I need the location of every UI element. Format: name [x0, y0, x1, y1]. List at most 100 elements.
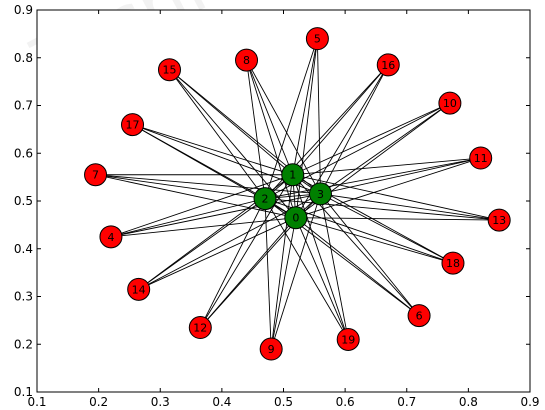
node-label-17: 17: [126, 119, 140, 132]
node-label-11: 11: [474, 152, 488, 165]
edge-2-5: [264, 38, 318, 199]
node-circle-12: [188, 316, 212, 340]
node-circle-4: [99, 225, 123, 249]
x-tick-label-0: 0.1: [27, 395, 46, 409]
node-7: 7: [84, 163, 108, 187]
node-circle-14: [127, 277, 151, 301]
node-10: 10: [438, 91, 462, 115]
edge-12-2: [199, 198, 266, 328]
node-label-5: 5: [314, 33, 321, 46]
y-tick-label-0: 0.1: [14, 385, 33, 399]
node-16: 16: [376, 53, 400, 77]
node-label-8: 8: [243, 54, 250, 67]
y-tick-label-3: 0.4: [14, 242, 33, 256]
edge-18-3: [320, 193, 454, 264]
node-circle-17: [121, 113, 145, 137]
edge-3-7: [95, 174, 321, 195]
node-11: 11: [469, 146, 493, 170]
node-circle-16: [376, 53, 400, 77]
axes-layer: 0.1 0.2 0.3 0.4 0.5 0.6 0.7 0.8 0.9 0.1 0.2 0.3 0.4 0…: [14, 3, 540, 409]
node-3: 3: [308, 182, 332, 206]
node-label-9: 9: [268, 343, 275, 356]
edge-1-15: [169, 69, 294, 176]
node-5: 5: [305, 27, 329, 51]
node-label-15: 15: [162, 64, 176, 77]
node-9: 9: [259, 337, 283, 361]
edge-14-2: [138, 198, 266, 290]
node-8: 8: [235, 48, 259, 72]
node-15: 15: [157, 58, 181, 82]
node-label-0: 0: [292, 212, 299, 225]
node-circle-6: [407, 304, 431, 328]
edge-11-3: [320, 157, 481, 195]
edge-1-13: [292, 174, 500, 221]
node-label-16: 16: [381, 59, 395, 72]
y-tick-label-5: 0.6: [14, 146, 33, 160]
node-label-2: 2: [262, 193, 269, 206]
node-14: 14: [127, 277, 151, 301]
node-circle-2: [253, 187, 277, 211]
edge-0-13: [295, 217, 500, 221]
y-tick-label-2: 0.3: [14, 290, 33, 304]
edge-15-2: [169, 69, 266, 199]
node-circle-8: [235, 48, 259, 72]
node-circle-11: [469, 146, 493, 170]
edge-3-5: [316, 38, 321, 194]
node-label-13: 13: [492, 214, 506, 227]
node-label-7: 7: [92, 169, 99, 182]
edge-1-10: [292, 102, 451, 176]
edge-1-16: [292, 64, 389, 176]
edge-1-9: [270, 174, 294, 350]
edge-3-8: [246, 59, 321, 195]
edge-2-7: [95, 174, 266, 200]
node-18: 18: [441, 251, 465, 275]
node-circle-15: [157, 58, 181, 82]
x-tick-label-6: 0.7: [397, 395, 416, 409]
edge-2-9: [264, 198, 272, 350]
node-19: 19: [336, 327, 360, 351]
node-circle-18: [441, 251, 465, 275]
node-17: 17: [121, 113, 145, 137]
edge-1-11: [292, 157, 481, 176]
edge-0-18: [295, 217, 454, 264]
x-tick-label-2: 0.3: [151, 395, 170, 409]
node-1: 1: [281, 163, 305, 187]
node-12: 12: [188, 316, 212, 340]
edge-0-7: [95, 174, 296, 219]
y-tick-label-7: 0.8: [14, 51, 33, 65]
edge-13-3: [320, 193, 500, 221]
edge-0-9: [270, 217, 297, 350]
node-label-19: 19: [341, 333, 355, 346]
node-circle-0: [284, 206, 308, 230]
y-tick-label-4: 0.5: [14, 194, 33, 208]
edge-1-4: [110, 174, 293, 238]
node-label-14: 14: [132, 283, 146, 296]
edge-0-5: [295, 38, 318, 218]
node-label-4: 4: [107, 231, 114, 244]
node-label-18: 18: [446, 257, 460, 270]
x-tick-label-4: 0.5: [274, 395, 293, 409]
edge-0-6: [295, 217, 420, 316]
x-tick-label-5: 0.6: [336, 395, 355, 409]
node-6: 6: [407, 304, 431, 328]
node-circle-9: [259, 337, 283, 361]
node-circle-3: [308, 182, 332, 206]
edge-19-3: [320, 193, 349, 340]
node-label-12: 12: [193, 322, 207, 335]
node-circle-1: [281, 163, 305, 187]
edge-3-4: [110, 193, 321, 238]
edge-3-9: [270, 193, 321, 350]
node-circle-5: [305, 27, 329, 51]
edge-3-6: [320, 193, 420, 316]
edge-2-4: [110, 198, 266, 238]
edge-1-17: [132, 124, 293, 176]
edge-0-14: [138, 217, 297, 290]
node-label-10: 10: [443, 97, 457, 110]
x-tick-label-1: 0.2: [89, 395, 108, 409]
edge-1-12: [199, 174, 294, 328]
edge-10-3: [320, 102, 451, 195]
edge-17-2: [132, 124, 266, 200]
node-label-6: 6: [416, 310, 423, 323]
